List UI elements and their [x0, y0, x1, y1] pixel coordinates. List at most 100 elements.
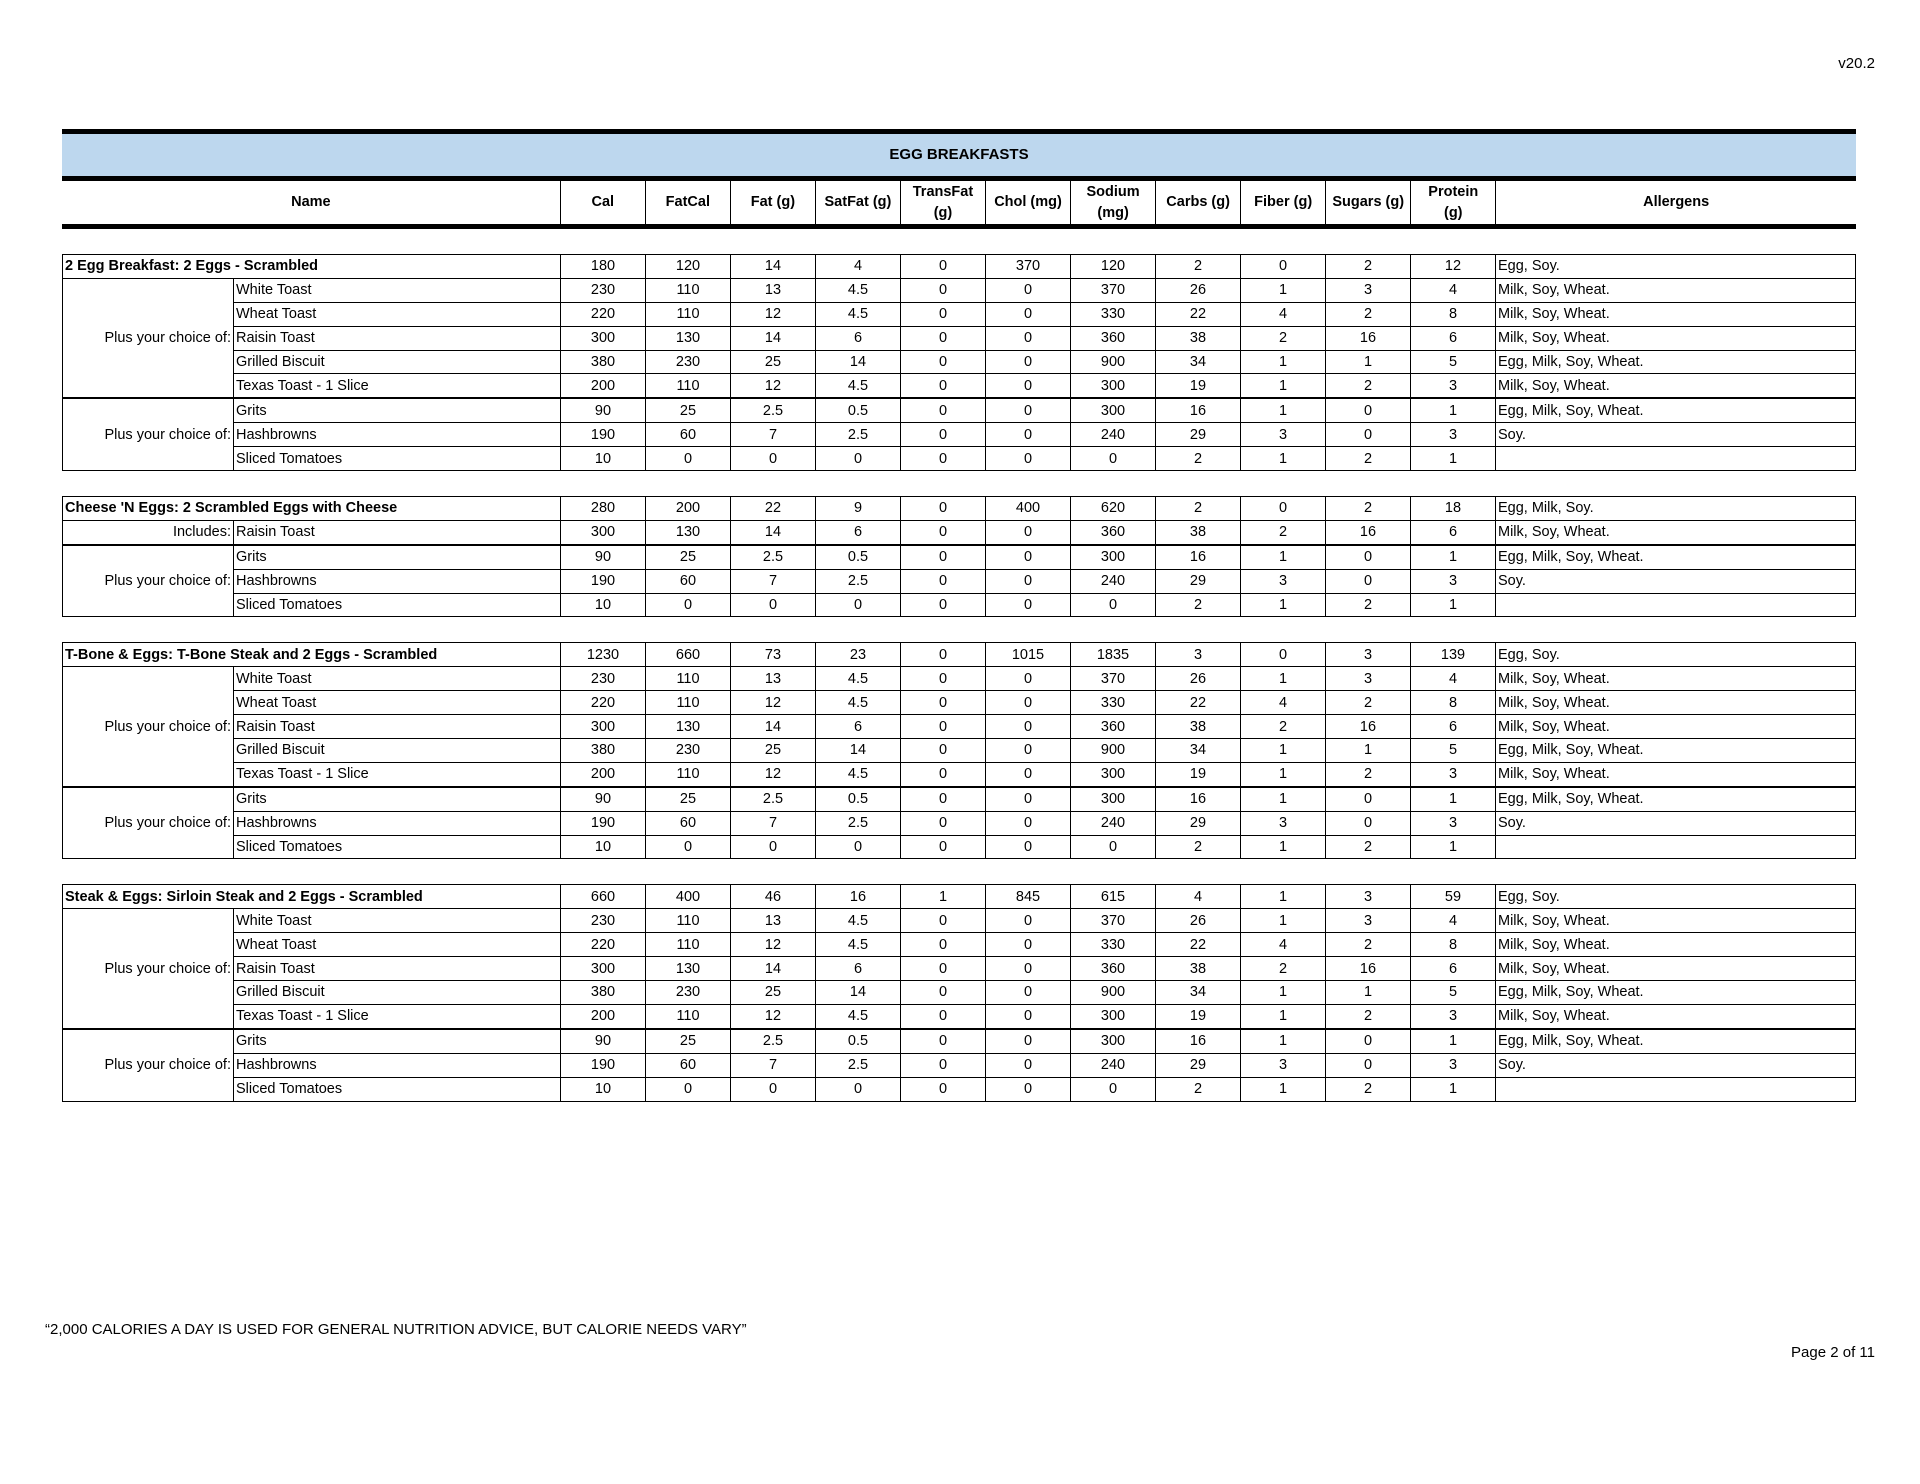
item-name: White Toast [233, 908, 561, 934]
nutrient-value: 0 [985, 325, 1071, 351]
nutrient-value: 240 [1070, 810, 1156, 836]
nutrient-value: 0 [900, 714, 986, 740]
nutrient-value: 0 [985, 810, 1071, 836]
nutrient-value: 330 [1070, 690, 1156, 716]
table-row: Includes: Raisin Toast 300 130 14 6 0 0 360 38 2 16… [62, 519, 1856, 546]
nutrient-value: 0 [985, 1027, 1071, 1054]
allergens: Milk, Soy, Wheat. [1495, 301, 1856, 327]
nutrient-value: 0 [985, 568, 1071, 594]
table-row: Texas Toast - 1 Slice 200 110 12 4.5 0 0 300 19 1… [63, 1003, 1856, 1030]
table-row: Raisin Toast 300 130 14 6 0 0 360 38 2 16 6 Milk, So… [63, 956, 1856, 982]
menu-section: 2 Egg Breakfast: 2 Eggs - Scrambled 180 12… [62, 254, 1856, 472]
nutrient-value: 1 [1240, 543, 1326, 570]
menu-section: Cheese 'N Eggs: 2 Scrambled Eggs with Ch… [62, 496, 1856, 618]
nutrient-value: 0 [900, 956, 986, 982]
nutrient-value: 0 [900, 254, 986, 279]
nutrient-value: 12 [730, 1003, 816, 1030]
allergens: Soy. [1495, 810, 1856, 836]
nutrient-value: 0 [985, 785, 1071, 812]
nutrient-value: 0.5 [815, 785, 901, 812]
nutrient-value: 2 [1325, 834, 1411, 860]
nutrient-value: 10 [560, 592, 646, 618]
nutrient-value: 4.5 [815, 908, 901, 934]
table-row: Plus your choice of: Grits 90 25 2.5 0.5 0 0 300… [62, 1027, 1856, 1102]
item-name: Grilled Biscuit [233, 349, 561, 375]
nutrient-value: 22 [730, 496, 816, 521]
nutrient-value: 3 [1325, 884, 1411, 910]
nutrient-value: 4 [1410, 908, 1496, 934]
nutrient-value: 300 [560, 519, 646, 546]
table-row: Plus your choice of: White Toast 230 110 13 4… [62, 277, 1856, 399]
allergens: Milk, Soy, Wheat. [1495, 956, 1856, 982]
nutrient-value: 300 [1070, 1027, 1156, 1054]
table-row: Raisin Toast 300 130 14 6 0 0 360 38 2 16 6 Milk, So… [63, 714, 1856, 740]
nutrient-value: 34 [1155, 980, 1241, 1005]
choice-label: Plus your choice of: [62, 1027, 234, 1102]
nutrient-value: 4 [1240, 301, 1326, 327]
nutrient-value: 0 [1240, 642, 1326, 668]
nutrient-value: 3 [1155, 642, 1241, 668]
nutrient-value: 0 [1325, 568, 1411, 594]
nutrient-value: 0 [985, 301, 1071, 327]
nutrient-value: 0 [815, 446, 901, 472]
table-row: Sliced Tomatoes 10 0 0 0 0 0 0 2 1 2 1 [63, 592, 1856, 618]
nutrient-value: 190 [560, 810, 646, 836]
nutrient-value: 23 [815, 642, 901, 668]
nutrient-value: 4.5 [815, 373, 901, 399]
nutrient-value: 3 [1410, 761, 1496, 788]
nutrient-value: 0 [985, 908, 1071, 934]
nutrient-value: 2 [1240, 325, 1326, 351]
nutrient-value: 3 [1410, 1052, 1496, 1078]
nutrient-value: 200 [560, 761, 646, 788]
nutrient-value: 1 [1240, 592, 1326, 618]
nutrient-value: 1 [1240, 738, 1326, 763]
table-row: Plus your choice of: Grits 90 25 2.5 0.5 0 0 300… [62, 785, 1856, 860]
nutrient-value: 360 [1070, 519, 1156, 546]
item-name: Hashbrowns [233, 568, 561, 594]
nutrient-value: 16 [1325, 714, 1411, 740]
nutrient-value: 2.5 [815, 422, 901, 448]
nutrient-value: 2 [1325, 1076, 1411, 1102]
table-row: Wheat Toast 220 110 12 4.5 0 0 330 22 4 2 8 Milk, So… [63, 932, 1856, 958]
nutrient-value: 8 [1410, 301, 1496, 327]
nutrient-value: 10 [560, 1076, 646, 1102]
nutrient-value: 0 [985, 1076, 1071, 1102]
nutrient-value: 4 [815, 254, 901, 279]
nutrient-value: 16 [1325, 519, 1411, 546]
item-name: Raisin Toast [233, 519, 561, 546]
item-name: Grits [233, 543, 561, 570]
nutrient-value: 4.5 [815, 761, 901, 788]
nutrient-value: 1 [1240, 761, 1326, 788]
nutrient-value: 12 [730, 761, 816, 788]
nutrient-value: 1 [1240, 446, 1326, 472]
menu-section: T-Bone & Eggs: T-Bone Steak and 2 Eggs -… [62, 642, 1856, 860]
choice-label: Includes: [62, 519, 234, 546]
nutrient-value: 3 [1410, 373, 1496, 399]
nutrient-value: 0 [900, 834, 986, 860]
item-name: Sliced Tomatoes [233, 1076, 561, 1102]
nutrient-value: 220 [560, 690, 646, 716]
nutrient-value: 0 [1070, 834, 1156, 860]
nutrient-value: 120 [645, 254, 731, 279]
nutrient-value: 1230 [560, 642, 646, 668]
page-number: Page 2 of 11 [1791, 1344, 1875, 1361]
nutrient-value: 0 [900, 519, 986, 546]
nutrient-value: 16 [1155, 397, 1241, 424]
item-name: T-Bone & Eggs: T-Bone Steak and 2 Eggs -… [62, 642, 561, 668]
nutrient-value: 2 [1325, 592, 1411, 618]
nutrient-value: 14 [815, 738, 901, 763]
allergens: Soy. [1495, 422, 1856, 448]
nutrient-value: 19 [1155, 761, 1241, 788]
allergens: Egg, Soy. [1495, 642, 1856, 668]
nutrient-value: 0 [900, 761, 986, 788]
nutrient-value: 0 [1240, 496, 1326, 521]
nutrient-value: 22 [1155, 932, 1241, 958]
nutrient-value: 0 [900, 785, 986, 812]
nutrient-value: 110 [645, 690, 731, 716]
nutrient-value: 1835 [1070, 642, 1156, 668]
nutrient-value: 2 [1325, 446, 1411, 472]
nutrient-value: 110 [645, 373, 731, 399]
nutrient-value: 4.5 [815, 277, 901, 303]
allergens: Egg, Milk, Soy, Wheat. [1495, 785, 1856, 812]
table-row: Plus your choice of: White Toast 230 110 13 4… [62, 908, 1856, 1030]
